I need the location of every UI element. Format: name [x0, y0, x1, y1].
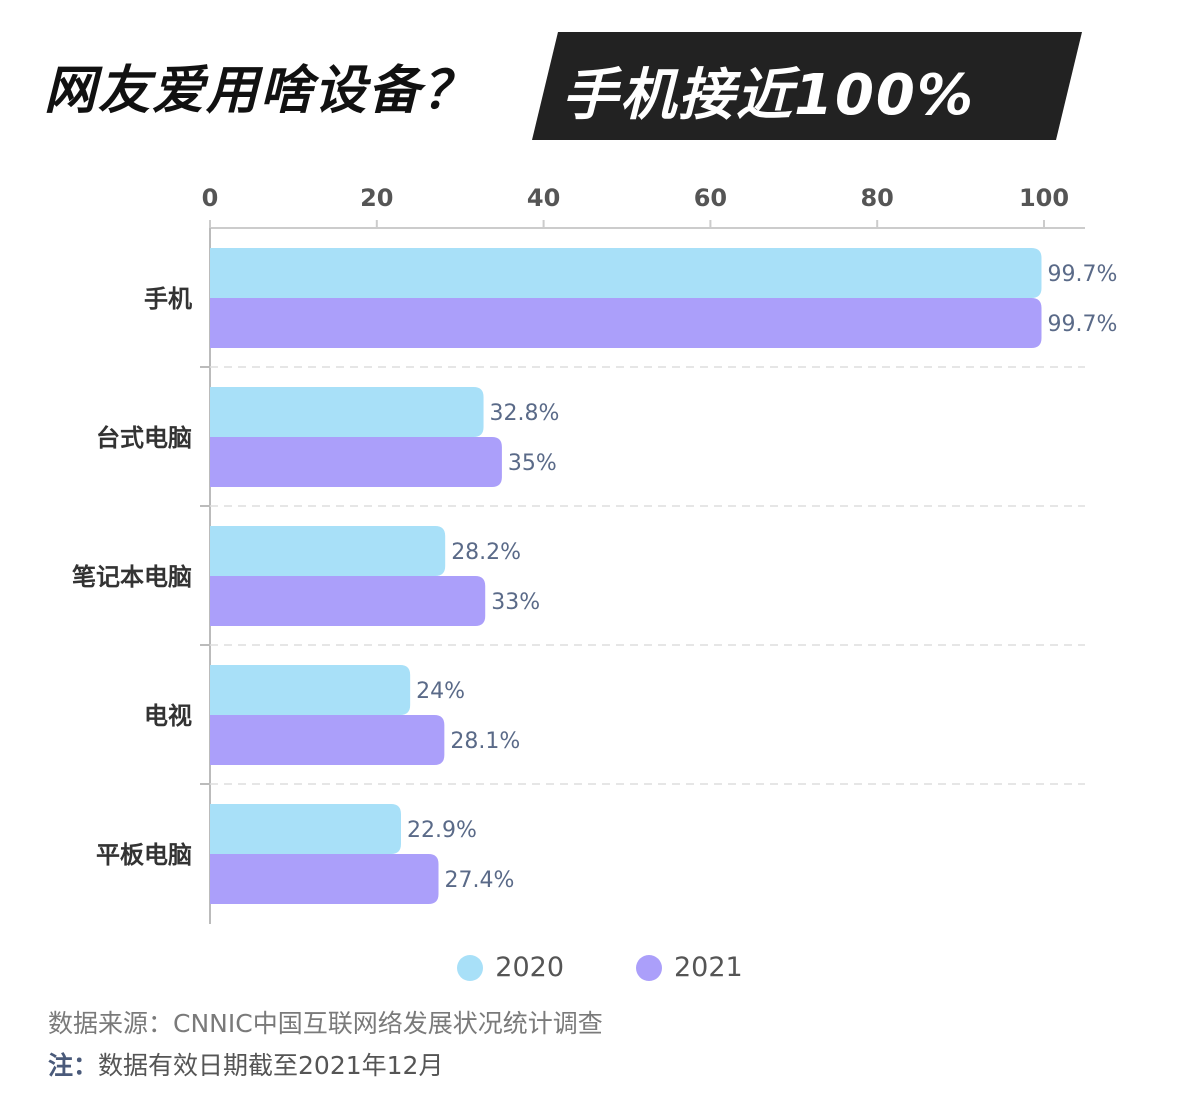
chart-title-part1: 网友爱用啥设备？	[44, 61, 477, 121]
legend: 2020 2021	[0, 952, 1200, 983]
category-label: 电视	[144, 702, 192, 730]
legend-swatch-2020	[457, 954, 484, 981]
data-source: 数据来源：CNNIC中国互联网络发展状况统计调查	[48, 1009, 603, 1038]
bar-2021	[210, 298, 1042, 348]
data-label-2021: 99.7%	[1047, 312, 1117, 337]
x-tick-label: 0	[202, 184, 219, 212]
x-tick-label: 80	[860, 184, 893, 212]
footnote-label: 注：	[48, 1051, 99, 1080]
category-label: 笔记本电脑	[72, 563, 192, 591]
data-label-2021: 35%	[508, 451, 557, 476]
x-tick-label: 40	[527, 184, 560, 212]
data-label-2020: 32.8%	[490, 401, 560, 426]
data-label-2021: 33%	[491, 590, 540, 615]
legend-item-2021[interactable]: 2021	[636, 952, 743, 983]
bar-2021	[210, 576, 486, 626]
bar-chart: 0 20 40 60 80 100 手机 99.7% 99.7% 台式电脑 32.8% 35% 笔记本电…	[72, 184, 1117, 924]
bar-2020	[210, 804, 401, 854]
x-tick-label: 20	[360, 184, 393, 212]
bar-2020	[210, 248, 1042, 298]
x-tick-label: 60	[694, 184, 727, 212]
bar-2020	[210, 526, 446, 576]
x-tick-label: 100	[1019, 184, 1069, 212]
legend-item-2020[interactable]: 2020	[457, 952, 564, 983]
category-label: 台式电脑	[96, 424, 192, 452]
category-label: 平板电脑	[96, 841, 192, 869]
chart-title-part2: 手机接近100%	[562, 63, 976, 128]
title-banner	[532, 32, 1082, 140]
bar-2021	[210, 437, 502, 487]
bar-2020	[210, 387, 484, 437]
footnote-text: 数据有效日期截至2021年12月	[98, 1051, 444, 1080]
legend-label-2021: 2021	[674, 952, 743, 983]
footnote: 注：数据有效日期截至2021年12月	[48, 1046, 443, 1082]
bar-2021	[210, 854, 439, 904]
data-label-2020: 24%	[416, 679, 465, 704]
data-label-2020: 99.7%	[1047, 262, 1117, 287]
data-label-2021: 28.1%	[450, 729, 520, 754]
category-label: 手机	[144, 285, 192, 313]
data-label-2020: 22.9%	[407, 818, 477, 843]
data-label-2020: 28.2%	[451, 540, 521, 565]
legend-swatch-2021	[636, 954, 662, 981]
legend-label-2020: 2020	[495, 952, 564, 983]
bar-2020	[210, 665, 411, 715]
data-label-2021: 27.4%	[445, 868, 515, 893]
bar-2021	[210, 715, 445, 765]
